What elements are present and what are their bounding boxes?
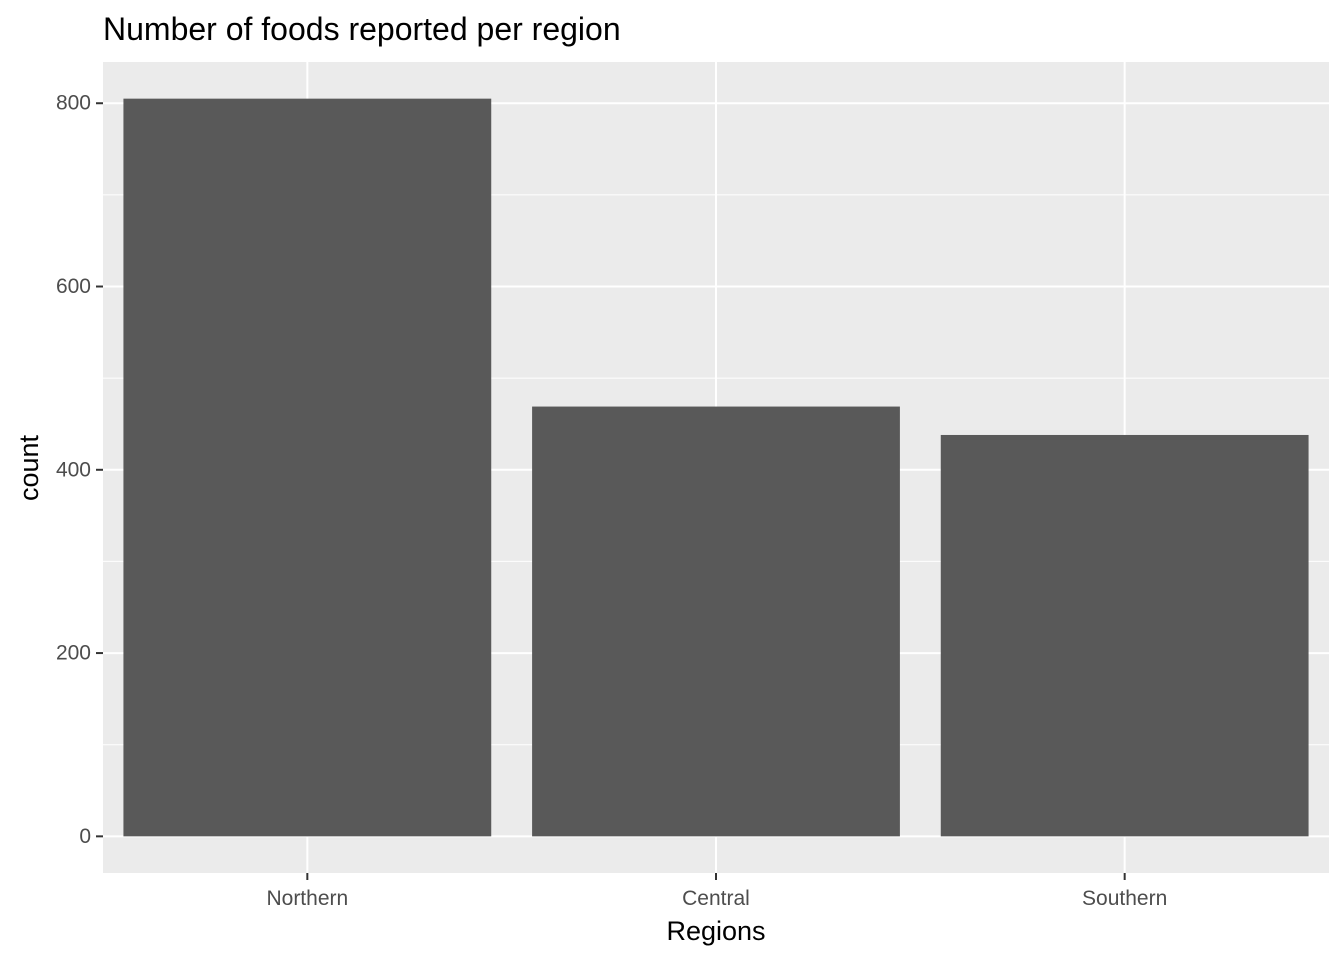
x-axis-ticks: Northern Central Southern	[266, 873, 1167, 910]
x-tick-label: Southern	[1082, 887, 1167, 910]
x-tick-label: Central	[682, 887, 750, 910]
x-tick-label: Northern	[266, 887, 348, 910]
y-axis-title: count	[14, 434, 44, 501]
x-axis-title: Regions	[666, 916, 765, 946]
y-tick-label: 200	[56, 642, 91, 665]
y-tick-label: 0	[79, 825, 91, 848]
y-tick-label: 400	[56, 458, 91, 481]
y-tick-label: 600	[56, 275, 91, 298]
bar-southern	[940, 434, 1309, 837]
chart-title: Number of foods reported per region	[103, 11, 621, 47]
bar-northern	[123, 98, 492, 837]
y-axis-ticks: 0 200 400 600 800	[56, 92, 103, 848]
bars	[123, 98, 1309, 837]
y-tick-label: 800	[56, 92, 91, 115]
bar-central	[532, 406, 900, 837]
